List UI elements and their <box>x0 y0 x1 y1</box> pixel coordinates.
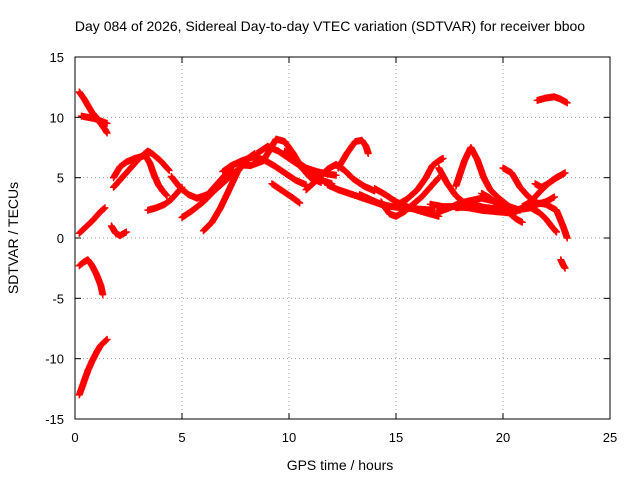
x-tick-label: 15 <box>389 430 403 445</box>
data-track <box>144 183 186 214</box>
chart-title: Day 084 of 2026, Sidereal Day-to-day VTE… <box>74 18 586 34</box>
track-markers <box>268 180 304 207</box>
x-axis-label: GPS time / hours <box>287 457 394 473</box>
y-tick-label: -15 <box>45 412 64 427</box>
track-markers <box>302 160 379 195</box>
y-tick-label: 15 <box>50 50 64 65</box>
data-track <box>77 112 111 127</box>
track-markers <box>452 144 524 214</box>
data-track <box>75 256 107 299</box>
track-markers <box>107 222 130 240</box>
data-track <box>334 136 372 172</box>
data-series <box>75 88 571 399</box>
data-track <box>75 335 111 399</box>
track-markers <box>142 152 171 200</box>
track-markers <box>75 204 109 237</box>
track-markers <box>334 136 372 172</box>
y-axis-label: SDTVAR / TECUs <box>5 182 21 294</box>
data-track <box>557 256 569 272</box>
grid <box>75 57 610 419</box>
x-tick-label: 25 <box>603 430 617 445</box>
data-track <box>533 93 571 107</box>
y-tick-label: -10 <box>45 352 64 367</box>
track-markers <box>557 256 569 272</box>
data-track <box>268 180 304 207</box>
data-track <box>302 160 379 195</box>
x-tick-label: 20 <box>496 430 510 445</box>
x-tick-label: 0 <box>71 430 78 445</box>
track-markers <box>144 183 186 214</box>
track-markers <box>75 256 107 299</box>
data-track <box>75 204 109 237</box>
data-track <box>75 88 111 137</box>
data-track <box>531 173 563 191</box>
data-track <box>142 152 171 200</box>
y-tick-label: 10 <box>50 110 64 125</box>
track-markers <box>75 335 111 399</box>
x-tick-label: 10 <box>282 430 296 445</box>
y-tick-label: 5 <box>57 171 64 186</box>
data-track <box>392 154 447 209</box>
track-markers <box>531 173 563 191</box>
track-markers <box>392 154 447 209</box>
y-tick-label: -5 <box>52 291 64 306</box>
track-markers <box>77 112 111 127</box>
data-track <box>107 222 130 240</box>
track-markers <box>510 204 560 236</box>
data-track <box>452 144 524 214</box>
track-markers <box>533 93 571 107</box>
y-tick-label: 0 <box>57 231 64 246</box>
x-tick-label: 5 <box>178 430 185 445</box>
axis-ticks: 0 5 10 15 20 25 -15 -10 -5 0 5 10 15 <box>45 50 617 445</box>
track-markers <box>75 88 111 137</box>
data-track <box>510 204 560 236</box>
